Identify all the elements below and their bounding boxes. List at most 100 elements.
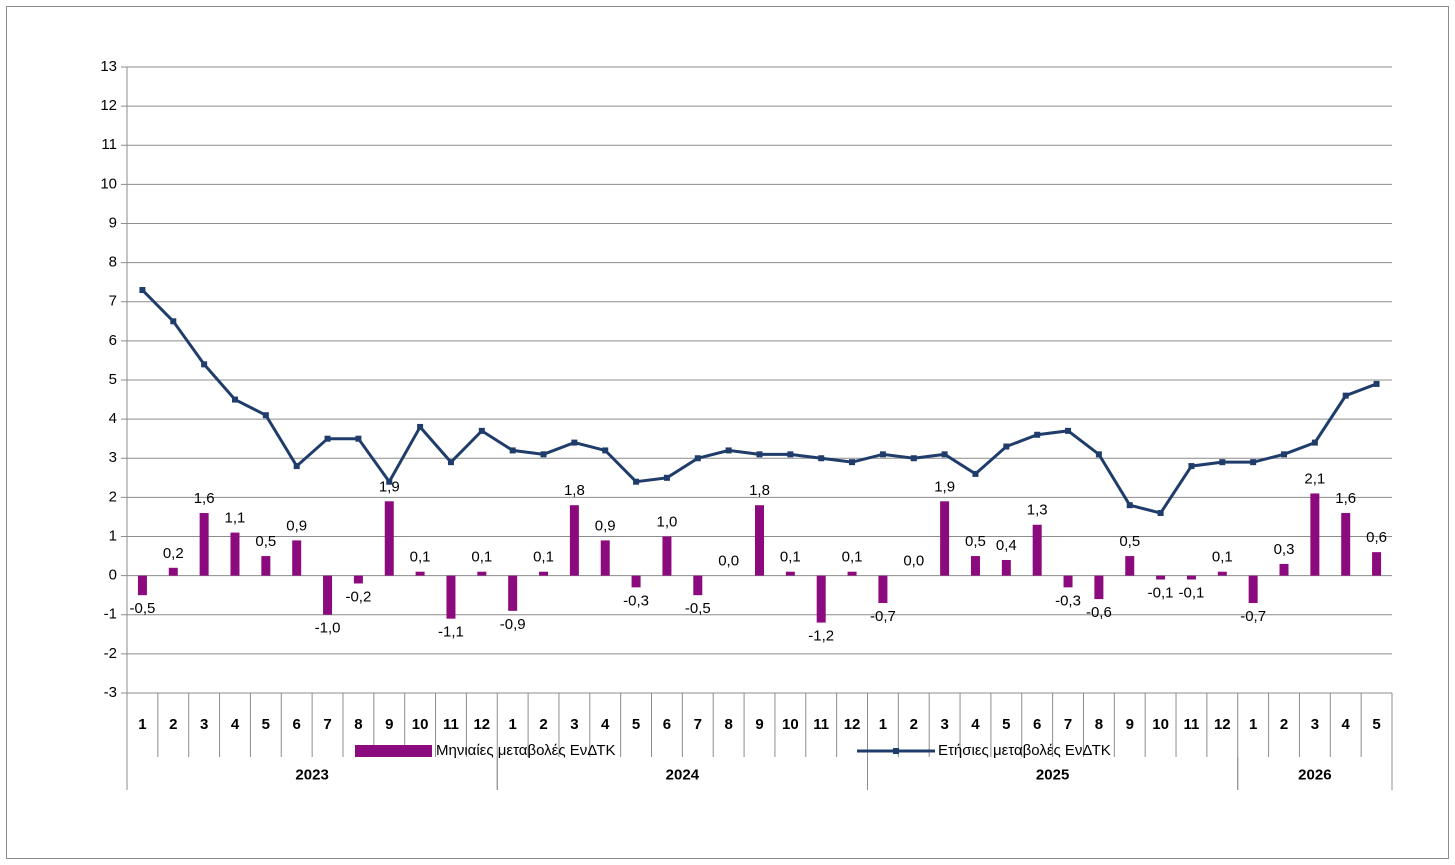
y-tick-label: 13 [100, 58, 117, 75]
line-marker [879, 451, 886, 458]
line-marker [509, 447, 516, 454]
line-marker [1219, 459, 1226, 466]
line-marker [231, 396, 238, 403]
x-tick-label: 10 [782, 716, 799, 733]
x-tick-label: 4 [231, 716, 240, 733]
line-marker [633, 478, 640, 485]
x-tick-label: 5 [262, 716, 270, 733]
line-marker [201, 361, 208, 368]
x-tick-label: 9 [1126, 716, 1134, 733]
x-tick-label: 2 [910, 716, 918, 733]
x-tick-label: 11 [1184, 716, 1200, 733]
x-tick-label: 4 [971, 716, 980, 733]
bar [1001, 559, 1011, 576]
x-tick-label: 1 [508, 716, 516, 733]
x-tick-label: 3 [570, 716, 578, 733]
bar [785, 571, 795, 576]
x-tick-label: 7 [323, 716, 331, 733]
x-tick-label: 12 [844, 716, 861, 733]
bar [539, 571, 549, 576]
line-marker [447, 459, 454, 466]
data-label: -0,6 [1086, 604, 1112, 621]
data-label: 0,5 [1119, 533, 1140, 550]
group-label: 2026 [1298, 766, 1331, 783]
line-marker [663, 474, 670, 481]
data-label: -0,2 [345, 588, 371, 605]
bar [1186, 575, 1196, 580]
y-tick-label: -3 [104, 684, 117, 701]
bar [261, 556, 271, 576]
x-tick-label: 10 [412, 716, 429, 733]
data-label: -0,5 [685, 600, 711, 617]
line-marker [787, 451, 794, 458]
bar [1310, 493, 1320, 576]
line-marker [602, 447, 609, 454]
line-marker [756, 451, 763, 458]
bar [816, 575, 826, 623]
line-marker [1034, 431, 1041, 438]
y-tick-label: -2 [104, 645, 117, 662]
line-marker [293, 463, 300, 470]
y-tick-label: 1 [109, 527, 117, 544]
bar [878, 575, 888, 604]
line-marker [1003, 443, 1010, 450]
data-label: 0,5 [965, 533, 986, 550]
x-tick-label: 12 [473, 716, 490, 733]
y-tick-label: 0 [109, 567, 117, 584]
data-label: 1,6 [194, 490, 215, 507]
data-label: 1,0 [657, 513, 678, 530]
x-tick-label: 6 [293, 716, 301, 733]
line-marker [1311, 439, 1318, 446]
x-tick-label: 5 [1002, 716, 1010, 733]
x-tick-label: 5 [632, 716, 640, 733]
group-label: 2024 [666, 766, 700, 783]
line-marker [725, 447, 732, 454]
line-marker [1281, 451, 1288, 458]
bar [384, 501, 394, 576]
data-label: 1,9 [934, 478, 955, 495]
bar [292, 540, 302, 576]
data-label: 1,3 [1027, 502, 1048, 519]
bar [1248, 575, 1258, 604]
data-label: 0,1 [842, 549, 863, 566]
bar [137, 575, 147, 596]
bar [323, 575, 333, 615]
data-label: 0,0 [718, 553, 739, 570]
bar [199, 513, 209, 576]
x-tick-label: 10 [1152, 716, 1169, 733]
x-tick-label: 1 [138, 716, 146, 733]
legend-swatch [355, 745, 432, 757]
x-tick-label: 11 [443, 716, 459, 733]
data-label: 1,9 [379, 478, 400, 495]
x-tick-label: 8 [724, 716, 732, 733]
data-label: 1,1 [225, 510, 246, 527]
data-label: 0,3 [1274, 541, 1295, 558]
data-label: -0,1 [1179, 585, 1205, 602]
y-tick-label: 8 [109, 254, 117, 271]
bar [1372, 552, 1382, 576]
line-marker [540, 451, 547, 458]
data-label: 0,1 [780, 549, 801, 566]
y-tick-label: -1 [104, 606, 117, 623]
line-marker [386, 478, 393, 485]
x-tick-label: 2 [169, 716, 177, 733]
data-label: 0,1 [471, 549, 492, 566]
y-tick-label: 2 [109, 488, 117, 505]
bar [1341, 513, 1351, 576]
line-marker [910, 455, 917, 462]
bar [631, 575, 641, 588]
x-tick-label: 2 [1280, 716, 1288, 733]
y-tick-label: 5 [109, 371, 117, 388]
bar [1217, 571, 1227, 576]
x-tick-label: 8 [354, 716, 362, 733]
x-tick-label: 3 [1311, 716, 1319, 733]
line-marker [1342, 392, 1349, 399]
data-label: 0,1 [1212, 549, 1233, 566]
bar [1063, 575, 1073, 588]
data-label: -0,9 [500, 616, 526, 633]
line-marker [355, 435, 362, 442]
x-tick-label: 4 [1342, 716, 1351, 733]
y-tick-label: 7 [109, 293, 117, 310]
line-marker [818, 455, 825, 462]
data-label: 1,8 [564, 482, 585, 499]
